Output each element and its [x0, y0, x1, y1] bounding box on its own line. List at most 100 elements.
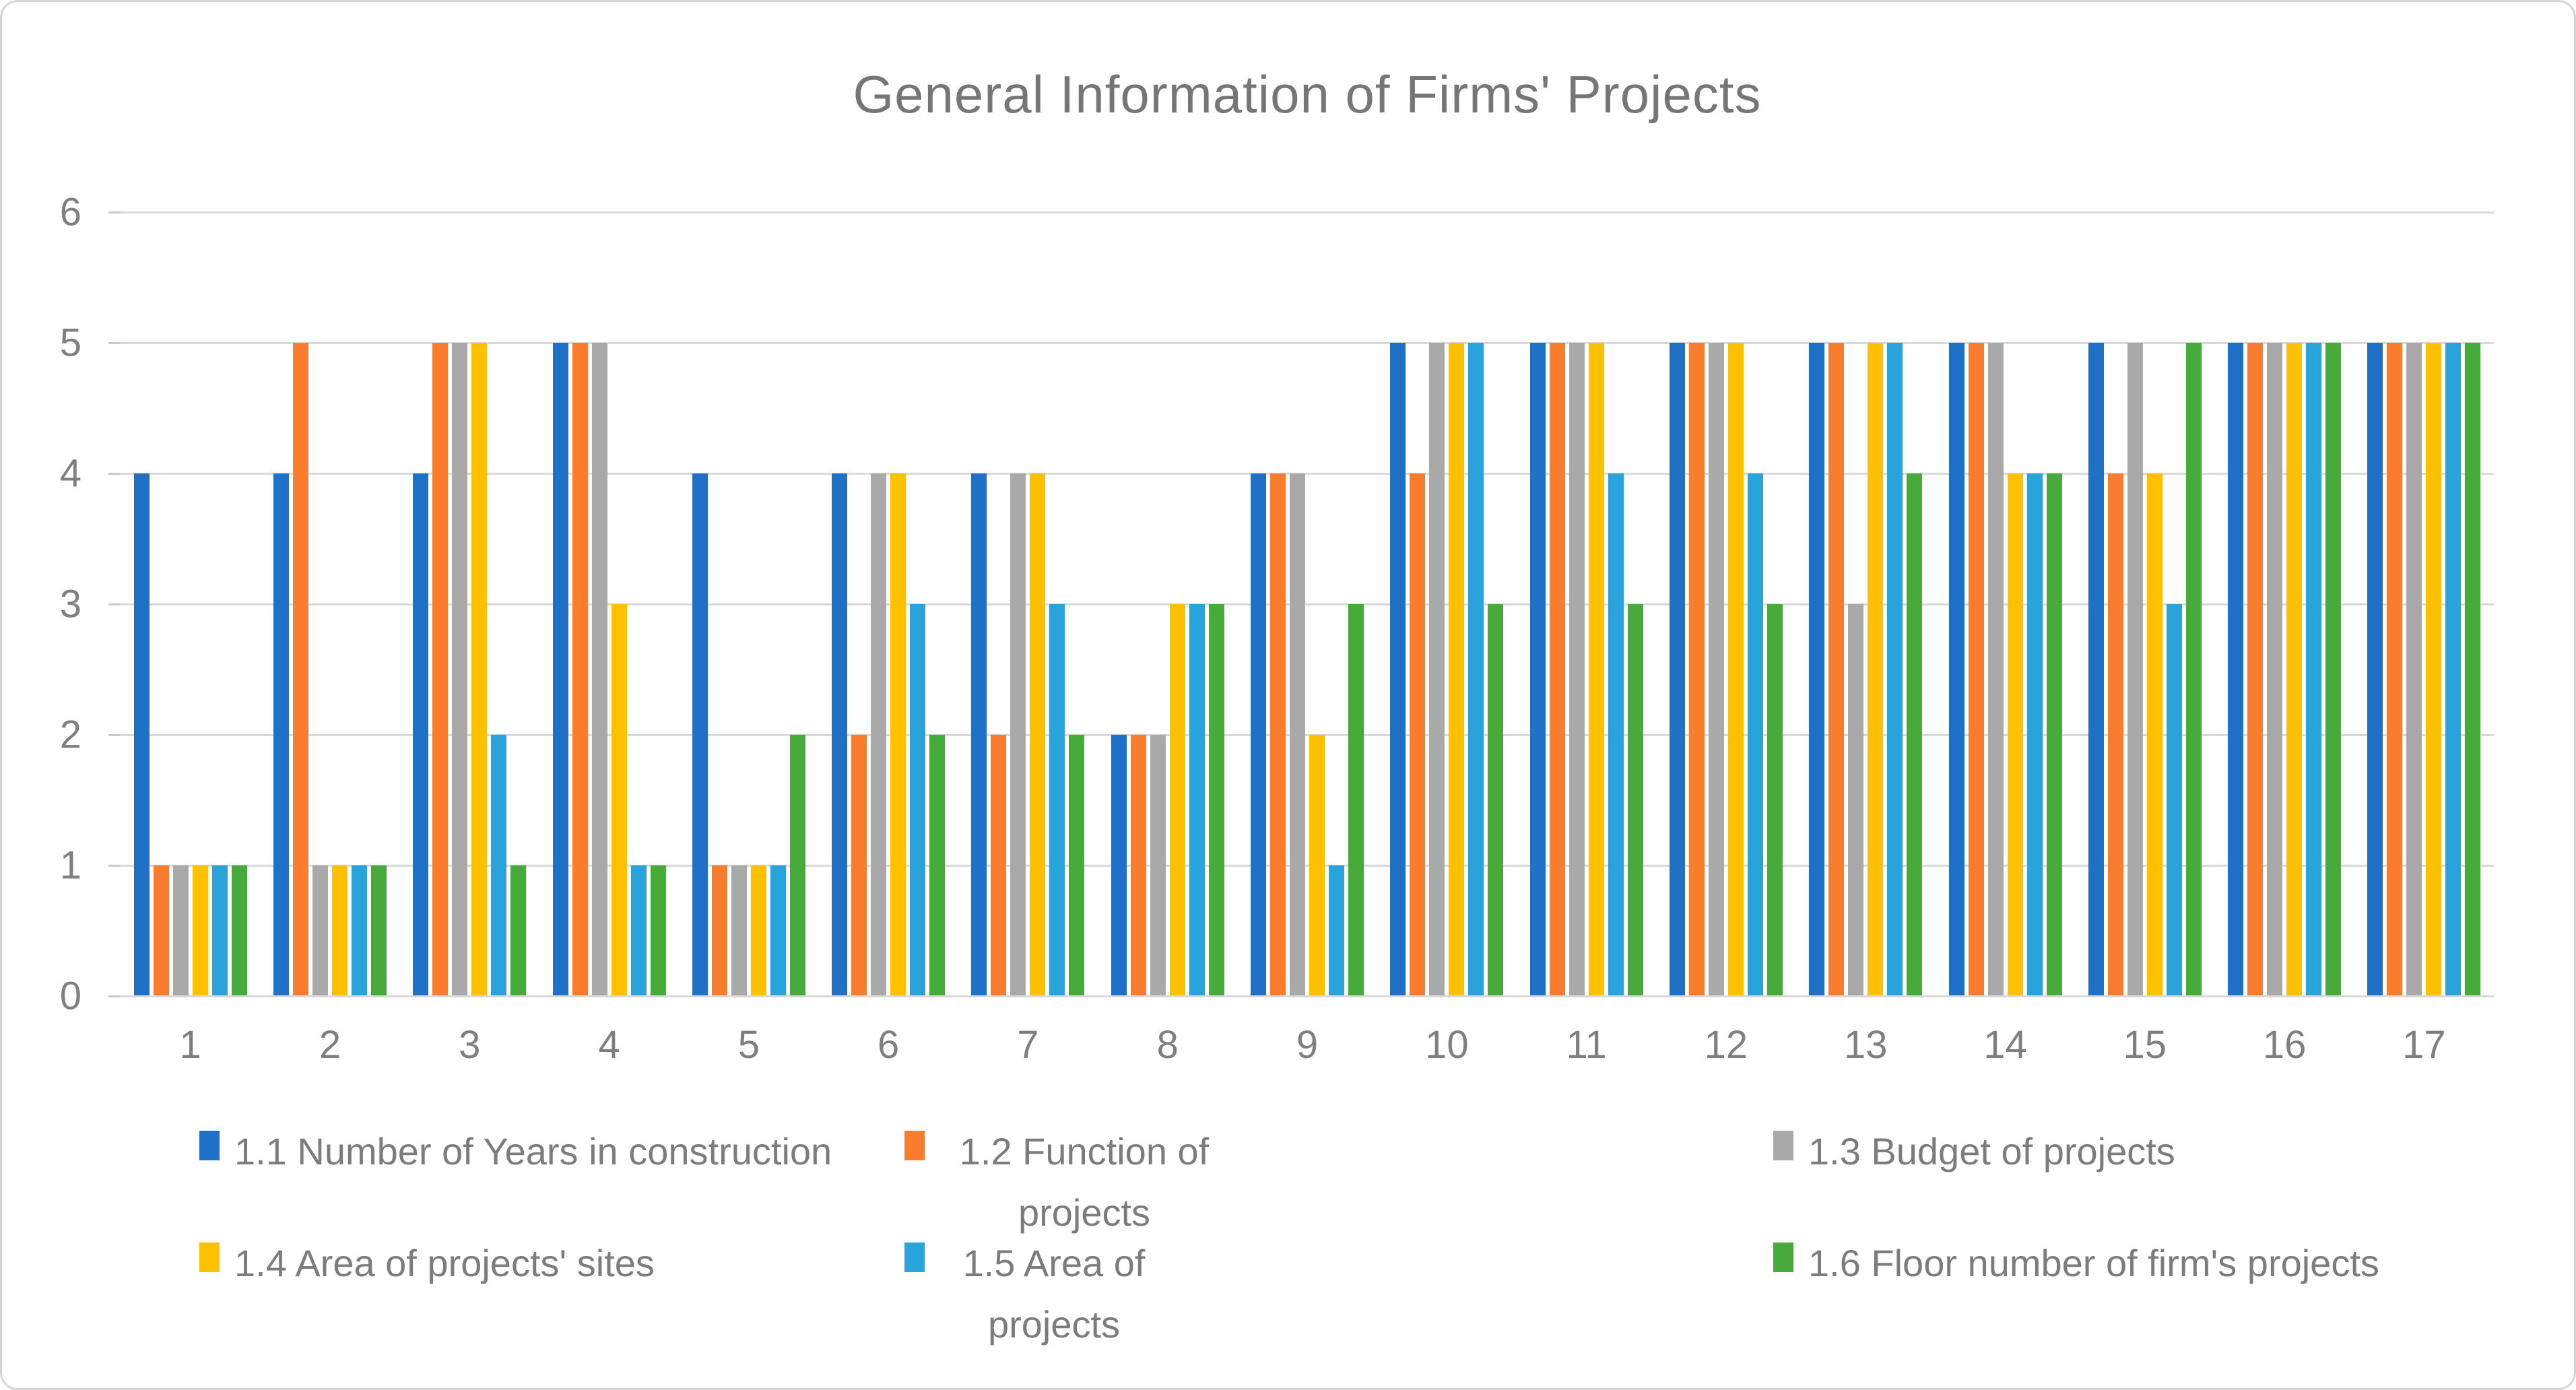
bar-series6-group10 — [1488, 604, 1504, 996]
bar-series6-group4 — [650, 865, 666, 996]
bar-series6-group8 — [1208, 604, 1224, 996]
bar-series1-group7 — [971, 473, 987, 996]
legend-item-5: 1.5 Area of projects — [904, 1233, 1168, 1355]
legend-swatch-icon — [199, 1243, 220, 1272]
bar-series3-group13 — [1848, 604, 1864, 996]
legend-swatch-icon — [1773, 1131, 1793, 1160]
bar-series5-group5 — [770, 865, 786, 996]
bar-series5-group16 — [2306, 343, 2322, 996]
bar-series3-group12 — [1708, 343, 1724, 996]
bar-series2-group7 — [991, 735, 1007, 996]
bar-series3-group2 — [312, 865, 328, 996]
y-axis-tick — [108, 995, 121, 997]
y-tick-label-4: 4 — [59, 451, 81, 496]
bar-series4-group7 — [1030, 473, 1046, 996]
x-tick-label-7: 7 — [1017, 1023, 1039, 1067]
legend-label: 1.3 Budget of projects — [1808, 1130, 2175, 1172]
bar-series3-group1 — [172, 865, 189, 996]
bar-series2-group13 — [1828, 343, 1845, 996]
y-axis-tick — [108, 472, 121, 475]
bar-series4-group3 — [471, 343, 488, 996]
y-axis-tick — [108, 211, 121, 213]
bar-series3-group6 — [871, 473, 887, 996]
bar-series6-group14 — [2046, 473, 2062, 996]
x-tick-label-12: 12 — [1704, 1023, 1748, 1067]
legend-swatch-icon — [1773, 1243, 1793, 1272]
legend-label: 1.2 Function of projects — [959, 1130, 1210, 1234]
bar-series5-group3 — [491, 735, 507, 996]
x-tick-label-13: 13 — [1843, 1023, 1888, 1067]
bar-series3-group17 — [2406, 343, 2422, 996]
bar-series4-group6 — [890, 473, 906, 996]
legend-label: 1.1 Number of Years in construction — [234, 1130, 832, 1172]
bar-series1-group4 — [552, 343, 568, 996]
bar-series6-group6 — [929, 735, 946, 996]
bar-series4-group2 — [331, 865, 348, 996]
x-tick-label-4: 4 — [598, 1023, 620, 1067]
bar-series4-group1 — [192, 865, 208, 996]
y-axis-tick — [108, 865, 121, 867]
bar-series2-group4 — [572, 343, 588, 996]
gridline-y5 — [121, 341, 2494, 344]
bar-series5-group11 — [1608, 473, 1624, 996]
bar-series2-group8 — [1130, 735, 1146, 996]
bar-series1-group16 — [2228, 343, 2244, 996]
legend-label: 1.6 Floor number of firm's projects — [1808, 1242, 2379, 1284]
bar-series2-group5 — [711, 865, 727, 996]
legend-item-1: 1.1 Number of Years in construction — [199, 1121, 832, 1183]
bar-series2-group9 — [1270, 473, 1286, 996]
bar-series2-group11 — [1549, 343, 1565, 996]
bar-series4-group5 — [750, 865, 766, 996]
bar-series3-group7 — [1010, 473, 1026, 996]
y-axis-tick — [108, 603, 121, 605]
bar-series6-group16 — [2325, 343, 2342, 996]
bar-series3-group4 — [591, 343, 607, 996]
plot-area — [108, 211, 2494, 997]
bar-series1-group1 — [133, 473, 150, 996]
bar-series1-group9 — [1251, 473, 1267, 996]
legend-item-3: 1.3 Budget of projects — [1773, 1121, 2175, 1183]
bar-series1-group2 — [273, 473, 289, 996]
bar-series1-group15 — [2088, 343, 2104, 996]
bar-series3-group5 — [731, 865, 747, 996]
bar-group-1 — [121, 212, 260, 996]
x-axis-line — [121, 995, 2494, 997]
bar-series2-group3 — [432, 343, 449, 996]
bar-series1-group11 — [1529, 343, 1546, 996]
y-axis-tick — [108, 341, 121, 344]
legend-label: 1.5 Area of projects — [962, 1242, 1146, 1346]
bar-series1-group14 — [1948, 343, 1964, 996]
bar-series6-group9 — [1348, 604, 1364, 996]
bar-series3-group15 — [2127, 343, 2143, 996]
bar-series1-group6 — [832, 473, 848, 996]
bar-group-4 — [539, 212, 679, 996]
bar-group-2 — [260, 212, 399, 996]
bar-series5-group12 — [1747, 473, 1763, 996]
bar-series2-group2 — [292, 343, 308, 996]
x-tick-label-11: 11 — [1566, 1023, 1607, 1067]
bar-group-14 — [1936, 212, 2075, 996]
legend-swatch-icon — [199, 1131, 220, 1160]
bar-series6-group5 — [789, 735, 805, 996]
bar-series5-group10 — [1468, 343, 1484, 996]
bar-groups-container — [121, 212, 2494, 996]
bar-series4-group15 — [2146, 473, 2162, 996]
bar-series2-group17 — [2387, 343, 2403, 996]
bar-series6-group2 — [370, 865, 387, 996]
bar-series3-group11 — [1568, 343, 1585, 996]
bar-group-16 — [2214, 212, 2354, 996]
x-tick-label-17: 17 — [2402, 1023, 2446, 1067]
bar-series3-group10 — [1429, 343, 1445, 996]
chart-title: General Information of Firms' Projects — [853, 65, 1762, 124]
bar-series5-group2 — [351, 865, 367, 996]
bar-series5-group1 — [211, 865, 228, 996]
x-axis-labels: 1 2 3 4 5 6 7 8 9 10 11 12 13 14 15 16 17 — [121, 1022, 2494, 1067]
bar-group-11 — [1517, 212, 1656, 996]
bar-series4-group13 — [1868, 343, 1884, 996]
bar-series6-group12 — [1766, 604, 1783, 996]
bar-series4-group8 — [1169, 604, 1185, 996]
bar-group-6 — [818, 212, 958, 996]
gridline-y1 — [121, 865, 2494, 867]
bar-group-13 — [1796, 212, 1936, 996]
